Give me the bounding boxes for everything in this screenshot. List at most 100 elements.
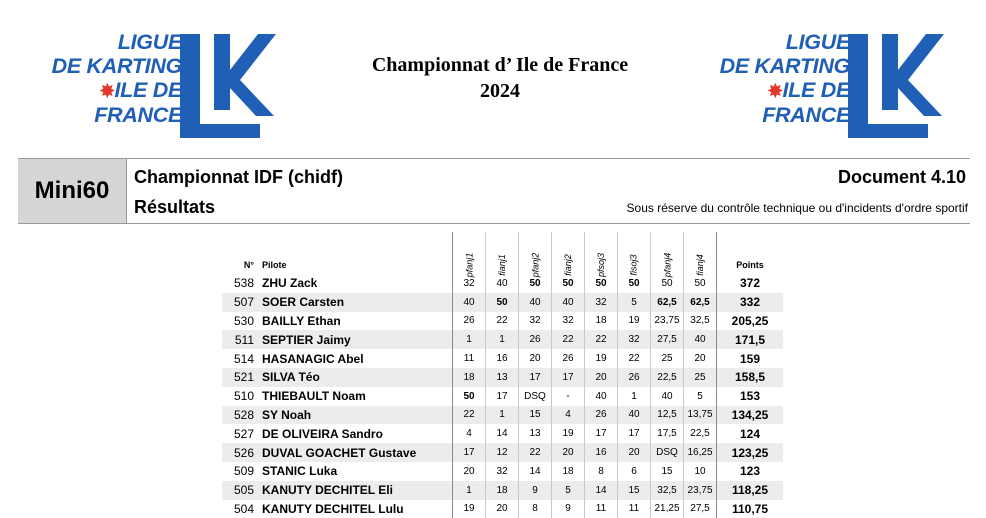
table-row: 526 DUVAL GOACHET Gustave 17 12 22 20 16 20 DSQ 1… (222, 443, 783, 462)
star-icon: ✸ (767, 81, 783, 101)
logo-line-1: LIGUE (117, 30, 183, 54)
league-logo-text: LIGUE DE KARTING ✸ILE DE FRANCE (712, 30, 851, 127)
race-score: 22 (617, 349, 651, 368)
race-score: DSQ (650, 443, 684, 462)
race-score: 15 (650, 461, 684, 481)
table-header-row: N° Pilote pfanj1 fianj1 pfanj2 fianj2 pf… (222, 232, 783, 277)
results-table: N° Pilote pfanj1 fianj1 pfanj2 fianj2 pf… (222, 232, 783, 518)
title-year: 2024 (480, 80, 520, 102)
header-race-4: fianj2 (551, 232, 585, 276)
pilot-name: HASANAGIC Abel (262, 351, 364, 366)
race-score: 19 (551, 424, 585, 444)
race-score: 1 (485, 405, 519, 425)
pilot-number: 504 (233, 501, 254, 516)
race-score: 11 (617, 499, 651, 518)
race-score: 40 (551, 292, 585, 312)
total-points: 110,75 (731, 501, 769, 516)
pilot-number: 526 (222, 443, 258, 462)
pilot-name: SOER Carsten (258, 292, 453, 312)
total-points: 372 (739, 276, 761, 291)
total-points: 158,5 (716, 367, 783, 387)
category-label: Mini60 (18, 159, 127, 223)
race-score: 26 (551, 349, 585, 368)
race-score: 19 (452, 499, 486, 518)
race-score: 22,5 (683, 424, 717, 444)
race-score: 20 (584, 367, 618, 387)
table-row: 507 SOER Carsten 40 50 40 40 32 5 62,5 62,5 332 (222, 292, 783, 312)
championship-name: Championnat IDF (chidf) (134, 167, 343, 187)
document-header: Mini60 Championnat IDF (chidf) Résultats… (18, 158, 970, 224)
pilot-number: 510 (233, 389, 254, 404)
disclaimer-text: Sous réserve du contrôle technique ou d'… (626, 201, 968, 215)
race-score: 17 (485, 386, 519, 406)
pilot-number: 511 (222, 330, 258, 350)
race-score: 40 (518, 292, 552, 312)
race-score: 50 (584, 274, 618, 293)
race-score: 20 (551, 443, 585, 462)
race-score: 20 (617, 443, 651, 462)
race-score: 32 (485, 461, 519, 481)
race-score: 6 (617, 461, 651, 481)
race-score: 25 (650, 349, 684, 368)
race-score: 1 (452, 330, 486, 350)
pilot-name: KANUTY DECHITEL Eli (258, 480, 453, 500)
pilot-name: SEPTIER Jaimy (258, 330, 453, 350)
race-score: 26 (584, 405, 618, 425)
race-score: 27,5 (650, 330, 684, 350)
total-points: 205,25 (731, 313, 769, 328)
pilot-number: 527 (233, 426, 254, 441)
header-race-3: pfanj2 (518, 232, 552, 277)
race-score: 20 (683, 349, 717, 368)
lk-emblem-icon (848, 34, 944, 138)
pilot-number: 507 (222, 292, 258, 312)
race-score: 4 (551, 405, 585, 425)
race-score: 22 (551, 330, 585, 350)
race-score: 19 (617, 311, 651, 331)
header-points: Points (736, 260, 764, 270)
race-score: 13 (485, 367, 519, 387)
table-row: 514 HASANAGIC Abel 11 16 20 26 19 22 25 20 159 (222, 349, 783, 368)
pilot-name: BAILLY Ethan (262, 313, 341, 328)
race-score: 5 (551, 480, 585, 500)
star-icon: ✸ (99, 81, 115, 101)
pilot-name: STANIC Luka (262, 464, 338, 479)
race-score: 20 (485, 499, 519, 518)
header-pilot: Pilote (262, 260, 287, 270)
race-score: 25 (683, 367, 717, 387)
race-score: 15 (617, 480, 651, 500)
race-score: 62,5 (650, 292, 684, 312)
logo-line-4: FRANCE (762, 103, 850, 127)
pilot-name: DUVAL GOACHET Gustave (258, 443, 453, 462)
race-score: 11 (452, 349, 486, 368)
race-score: 62,5 (683, 292, 717, 312)
table-row: 511 SEPTIER Jaimy 1 1 26 22 22 32 27,5 40 171,5 (222, 330, 783, 350)
race-score: 10 (683, 461, 717, 481)
table-row: 527 DE OLIVEIRA Sandro 4 14 13 19 17 17 17,5 22,5… (222, 424, 783, 444)
page-title: Championnat d’ Ile de France 2024 (300, 52, 700, 104)
race-score: DSQ (518, 386, 552, 406)
race-score: 15 (518, 405, 552, 425)
race-score: 40 (650, 386, 684, 406)
race-score: 12 (485, 443, 519, 462)
table-row: 538 ZHU Zack 32 40 50 50 50 50 50 50 372 (222, 274, 783, 293)
table-row: 528 SY Noah 22 1 15 4 26 40 12,5 13,75 134,25 (222, 405, 783, 425)
race-score: 18 (584, 311, 618, 331)
lk-emblem-icon (180, 34, 276, 138)
title-line-1: Championnat d’ Ile de France (371, 54, 629, 76)
race-score: 23,75 (683, 480, 717, 500)
race-score: 16 (584, 443, 618, 462)
league-logo-left: LIGUE DE KARTING ✸ILE DE FRANCE (44, 24, 280, 148)
race-score: 20 (518, 349, 552, 368)
pilot-name: SILVA Téo (258, 367, 453, 387)
race-score: 22 (518, 443, 552, 462)
race-score: 50 (683, 274, 717, 293)
race-score: 14 (485, 424, 519, 444)
header-race-8: fianj4 (683, 232, 717, 276)
race-score: 40 (485, 274, 519, 293)
race-score: 17 (518, 367, 552, 387)
race-score: 40 (452, 292, 486, 312)
pilot-name: SY Noah (258, 405, 453, 425)
race-score: 50 (518, 274, 552, 293)
race-score: 8 (584, 461, 618, 481)
pilot-name: THIEBAULT Noam (262, 389, 366, 404)
